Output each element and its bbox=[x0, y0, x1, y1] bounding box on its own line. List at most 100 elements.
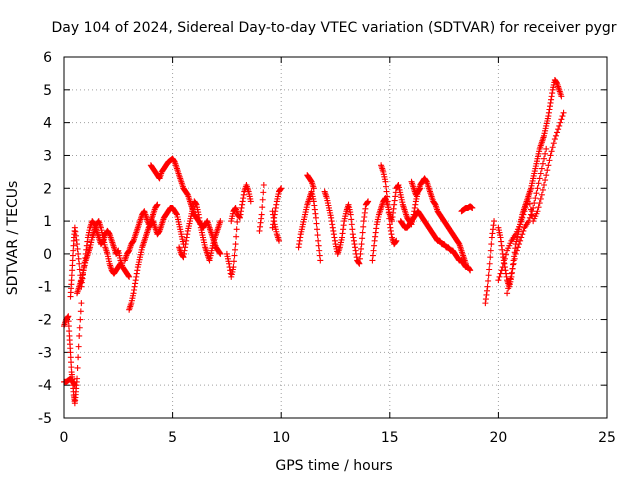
data-point bbox=[538, 191, 545, 198]
x-tick-label: 0 bbox=[60, 430, 69, 446]
series-seg10 bbox=[228, 181, 254, 225]
data-point bbox=[358, 241, 365, 248]
data-point bbox=[217, 250, 224, 257]
data-point bbox=[552, 132, 559, 139]
data-point bbox=[510, 260, 517, 267]
data-point bbox=[260, 189, 267, 196]
y-axis-label: SDTVAR / TECUs bbox=[5, 181, 21, 296]
data-point bbox=[548, 148, 555, 155]
data-point bbox=[506, 280, 513, 287]
data-point bbox=[233, 226, 240, 233]
data-point bbox=[537, 195, 544, 202]
data-point bbox=[533, 190, 540, 197]
data-point bbox=[549, 144, 556, 151]
data-point bbox=[538, 165, 545, 172]
data-point bbox=[75, 354, 82, 361]
series-seg17 bbox=[369, 181, 424, 264]
series-seg13 bbox=[269, 208, 283, 244]
data-point bbox=[484, 283, 491, 290]
data-point bbox=[495, 277, 502, 284]
plot-frame bbox=[63, 56, 608, 419]
data-point bbox=[535, 180, 542, 187]
data-point bbox=[532, 195, 539, 202]
y-tick-label: -5 bbox=[38, 411, 52, 427]
data-point bbox=[74, 364, 81, 371]
data-point bbox=[559, 113, 566, 120]
data-point bbox=[154, 201, 161, 208]
series-seg8 bbox=[176, 198, 224, 264]
data-point bbox=[539, 160, 546, 167]
data-point bbox=[536, 175, 543, 182]
series-seg21 bbox=[458, 203, 476, 215]
data-point bbox=[278, 185, 285, 192]
data-point bbox=[550, 140, 557, 147]
data-point bbox=[233, 233, 240, 240]
y-tick-label: 0 bbox=[43, 247, 52, 263]
data-point bbox=[487, 247, 494, 254]
data-point bbox=[539, 186, 546, 193]
data-point bbox=[560, 109, 567, 116]
data-point bbox=[76, 260, 83, 267]
y-tick-label: 6 bbox=[43, 50, 52, 66]
data-point bbox=[523, 201, 530, 208]
data-point bbox=[77, 316, 84, 323]
data-point bbox=[518, 218, 525, 225]
data-point bbox=[77, 308, 84, 315]
data-point bbox=[556, 122, 563, 129]
data-point bbox=[529, 208, 536, 215]
data-point bbox=[117, 260, 124, 267]
data-point bbox=[526, 200, 533, 207]
data-point bbox=[76, 332, 83, 339]
series-seg16 bbox=[321, 188, 372, 267]
data-point bbox=[360, 223, 367, 230]
data-point bbox=[126, 273, 133, 280]
data-point bbox=[516, 241, 523, 248]
data-point bbox=[78, 300, 85, 307]
data-point bbox=[555, 126, 562, 133]
data-point bbox=[514, 244, 521, 251]
data-point bbox=[541, 155, 548, 162]
data-point bbox=[525, 195, 532, 202]
data-point bbox=[547, 152, 554, 159]
x-axis-label: GPS time / hours bbox=[275, 458, 392, 474]
data-point bbox=[259, 204, 266, 211]
data-point bbox=[526, 214, 533, 221]
data-point bbox=[536, 200, 543, 207]
data-point bbox=[503, 251, 510, 258]
data-point bbox=[258, 211, 265, 218]
data-point bbox=[558, 116, 565, 123]
data-point bbox=[230, 264, 237, 271]
data-point bbox=[217, 218, 224, 225]
data-point bbox=[541, 181, 548, 188]
y-tick-label: 1 bbox=[43, 214, 52, 230]
data-point bbox=[534, 208, 541, 215]
data-point bbox=[509, 265, 516, 272]
data-point bbox=[530, 204, 537, 211]
data-point bbox=[230, 258, 237, 265]
data-point bbox=[512, 250, 519, 257]
data-point bbox=[75, 343, 82, 350]
data-point bbox=[310, 185, 317, 192]
x-tick-label: 20 bbox=[489, 430, 507, 446]
data-point bbox=[314, 232, 321, 239]
data-point bbox=[522, 204, 529, 211]
series-seg20 bbox=[397, 208, 474, 274]
y-tick-label: -4 bbox=[38, 378, 52, 394]
data-point bbox=[276, 237, 283, 244]
data-point bbox=[486, 260, 493, 267]
x-tick-label: 15 bbox=[381, 430, 399, 446]
data-point bbox=[497, 270, 504, 277]
series-seg11 bbox=[256, 181, 267, 234]
data-point bbox=[234, 218, 241, 225]
data-point bbox=[500, 259, 507, 266]
data-point bbox=[519, 231, 526, 238]
series-seg1 bbox=[61, 300, 85, 407]
data-point bbox=[501, 255, 508, 262]
data-point bbox=[76, 324, 83, 331]
data-point bbox=[260, 181, 267, 188]
y-tick-label: 2 bbox=[43, 181, 52, 197]
data-point bbox=[317, 257, 324, 264]
data-point bbox=[505, 285, 512, 292]
data-point bbox=[247, 198, 254, 205]
